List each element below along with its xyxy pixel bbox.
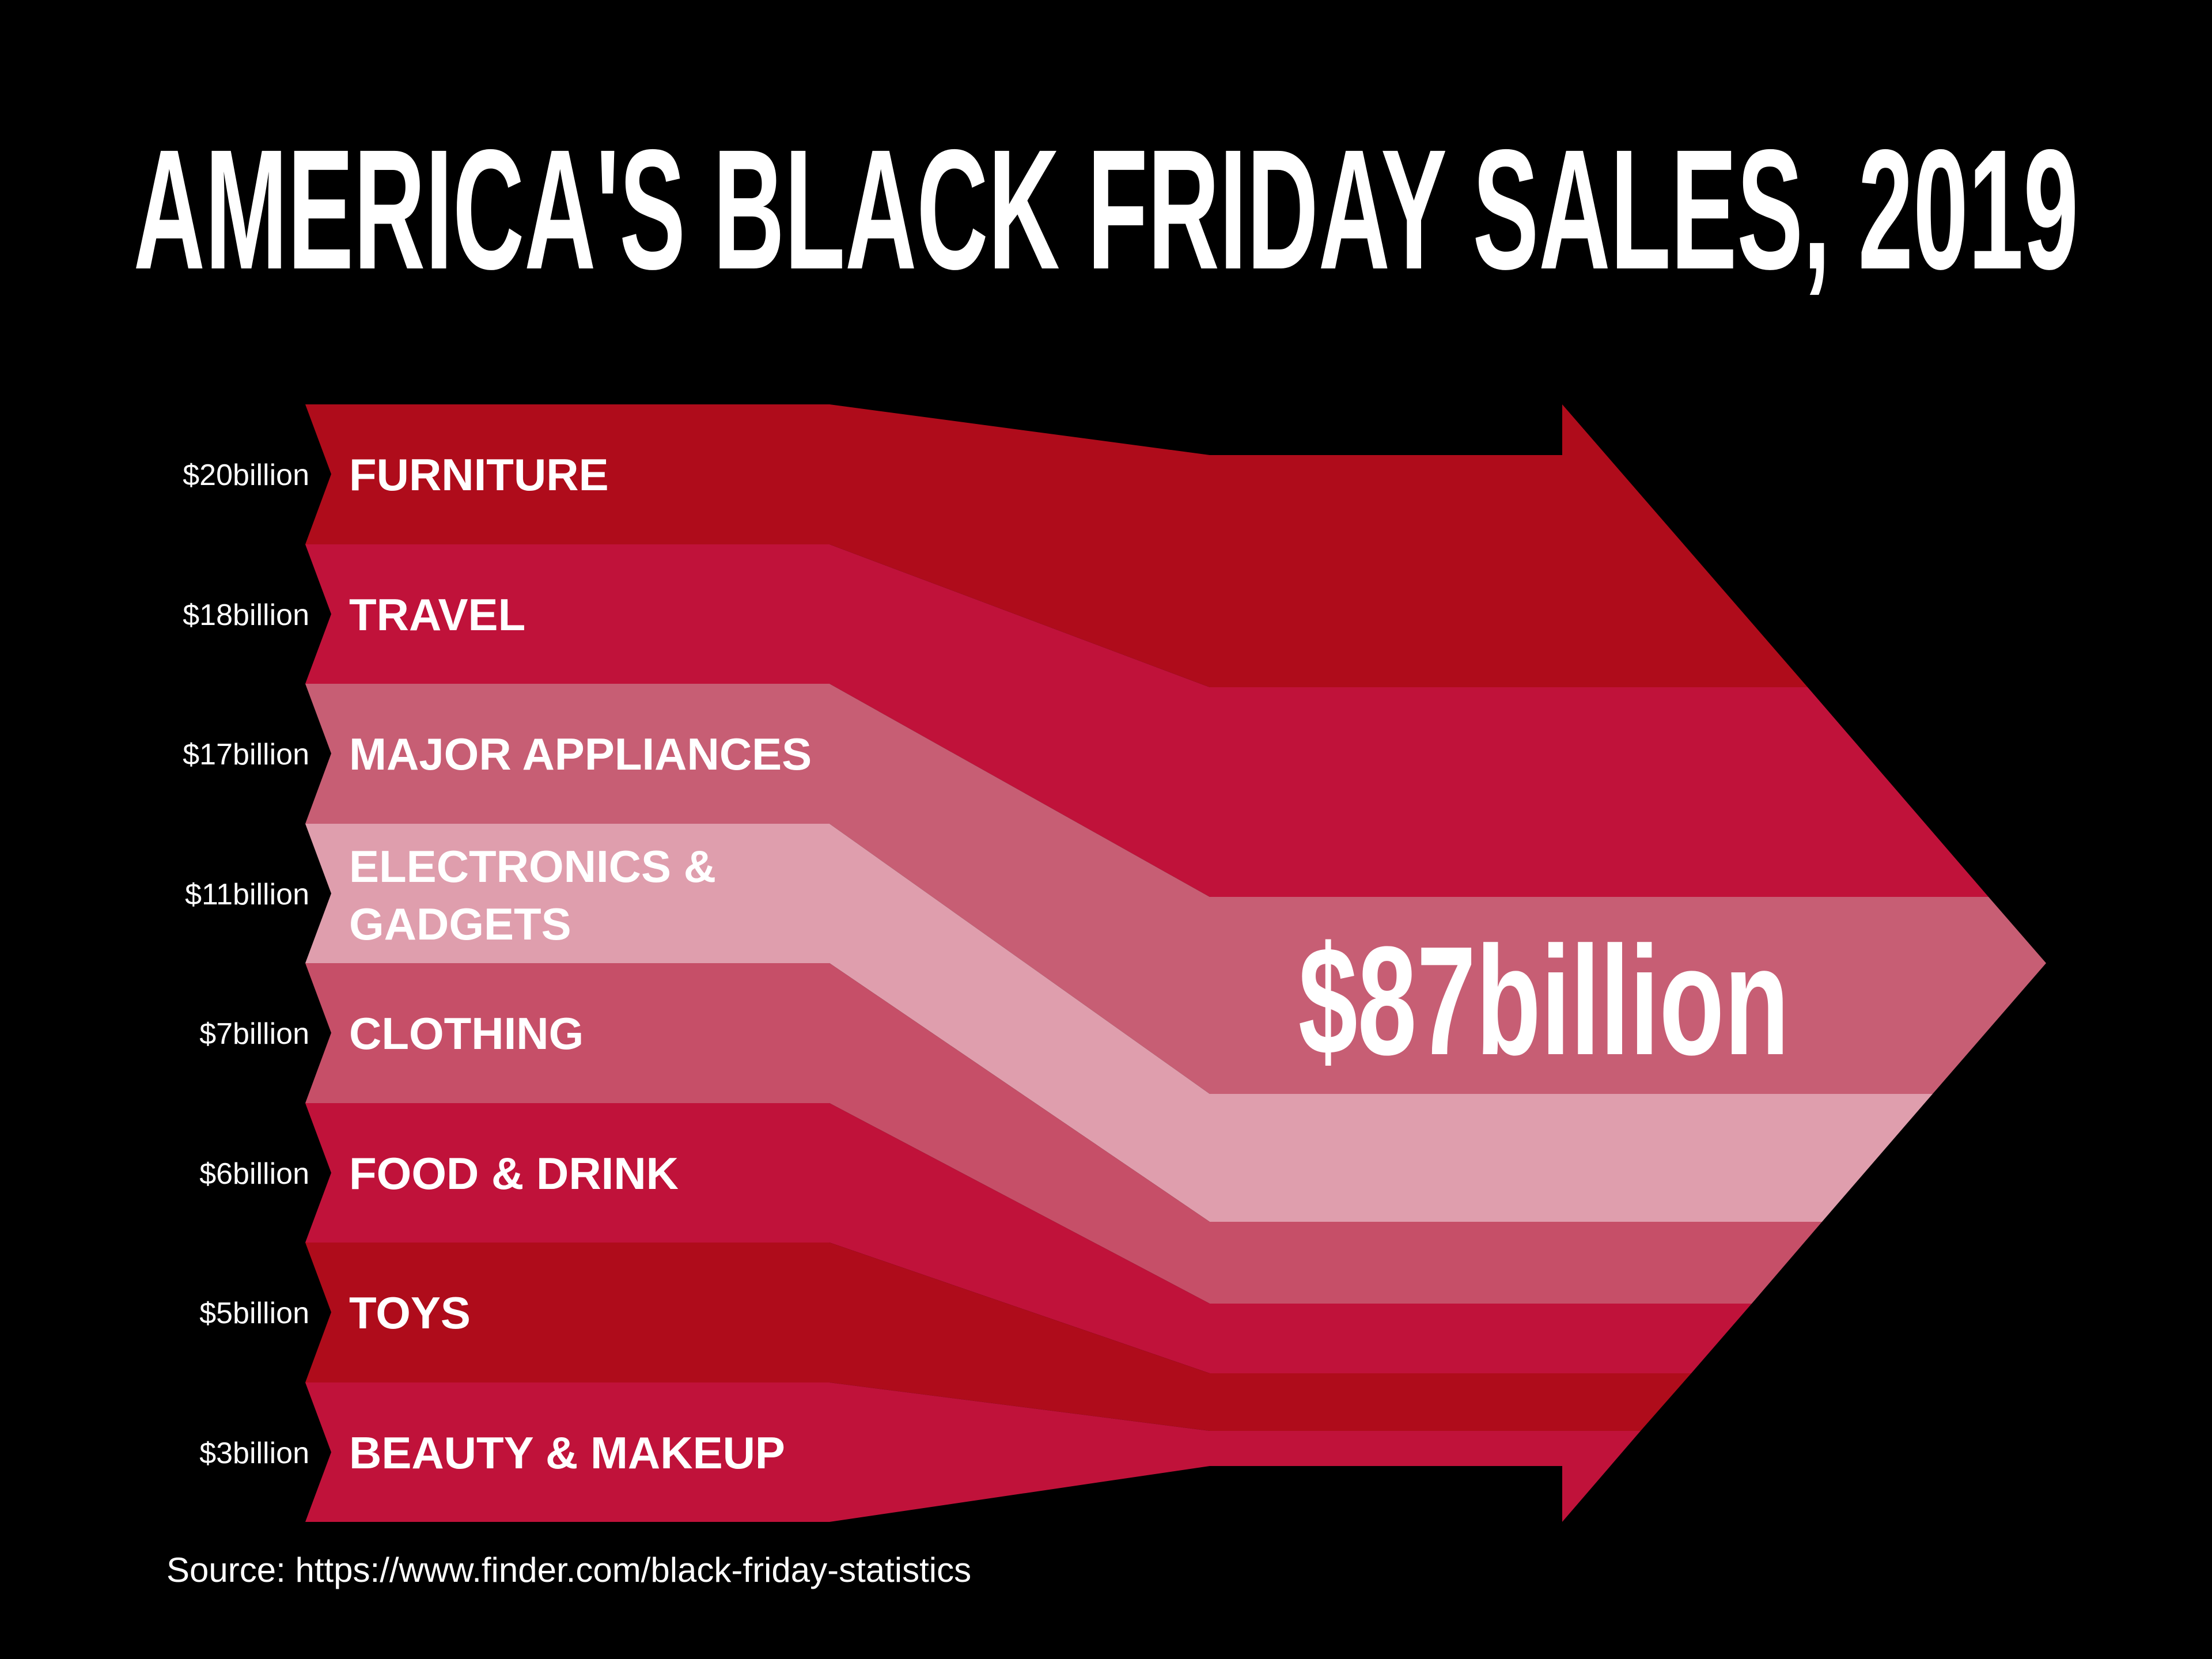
- category-label-major-appliances: MAJOR APPLIANCES: [349, 729, 812, 779]
- ribbon-group: $20billion FURNITURE $18billion TRAVEL $17bi…: [183, 404, 2046, 1522]
- ribbon-food-drink: [305, 1103, 1752, 1373]
- category-label-electronics-gadgets: ELECTRONICS & GADGETS: [349, 841, 716, 949]
- category-label-food-drink: FOOD & DRINK: [349, 1148, 679, 1199]
- value-label-travel: $18billion: [183, 599, 309, 632]
- value-label-electronics-gadgets: $11billion: [185, 878, 309, 911]
- ribbon-furniture: [305, 404, 1808, 687]
- category-label-toys: TOYS: [349, 1287, 471, 1338]
- value-label-furniture: $20billion: [183, 459, 309, 492]
- category-label-furniture: FURNITURE: [349, 449, 609, 500]
- ribbon-electronics-gadgets: [305, 824, 1933, 1222]
- page-title: AMERICA'S BLACK FRIDAY SALES, 2019: [134, 114, 2078, 305]
- ribbon-clothing: [305, 963, 1822, 1304]
- value-label-beauty-makeup: $3billion: [199, 1437, 309, 1470]
- value-label-major-appliances: $17billion: [183, 738, 309, 771]
- ribbon-beauty-makeup: [305, 1382, 1641, 1522]
- value-label-clothing: $7billion: [199, 1017, 309, 1051]
- total-value-label: $87billion: [1298, 914, 1789, 1087]
- category-label-beauty-makeup: BEAUTY & MAKEUP: [349, 1427, 785, 1478]
- category-label-clothing: CLOTHING: [349, 1008, 584, 1059]
- ribbon-toys: [305, 1243, 1691, 1431]
- category-label-travel: TRAVEL: [349, 589, 525, 640]
- value-label-food-drink: $6billion: [199, 1157, 309, 1191]
- value-label-toys: $5billion: [199, 1297, 309, 1330]
- source-citation: Source: https://www.finder.com/black-fri…: [166, 1551, 971, 1589]
- ribbon-travel: [305, 544, 1988, 897]
- ribbon-major-appliances: [305, 684, 2046, 1094]
